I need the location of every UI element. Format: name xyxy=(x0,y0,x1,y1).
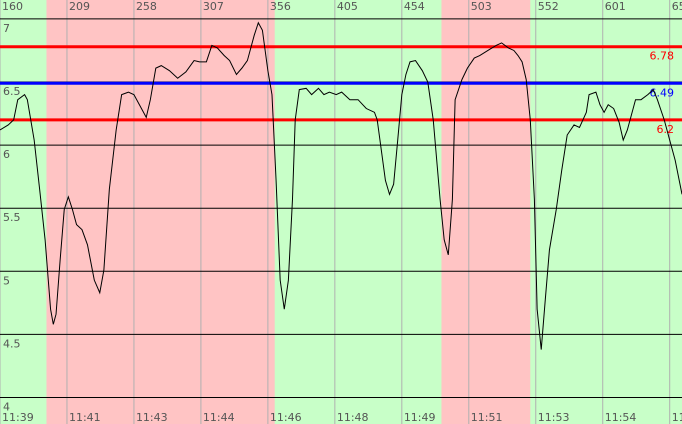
y-tick-label: 5 xyxy=(3,274,10,287)
shaded-region xyxy=(46,0,275,424)
time-label: 11:46 xyxy=(270,411,302,424)
x-tick-label: 209 xyxy=(69,0,90,13)
x-tick-label: 650 xyxy=(672,0,682,13)
y-tick-label: 7 xyxy=(3,22,10,35)
time-label: 11:48 xyxy=(337,411,369,424)
time-label: 11 xyxy=(672,411,682,424)
data-line xyxy=(0,21,682,350)
x-tick-label: 307 xyxy=(203,0,224,13)
time-label: 11:53 xyxy=(538,411,570,424)
x-tick-label: 356 xyxy=(270,0,291,13)
time-label: 11:54 xyxy=(605,411,637,424)
x-tick-label: 160 xyxy=(2,0,23,13)
reference-label: 6.78 xyxy=(650,50,675,63)
y-tick-label: 5.5 xyxy=(3,211,21,224)
x-tick-label: 258 xyxy=(136,0,157,13)
time-label: 11:49 xyxy=(404,411,436,424)
x-tick-label: 503 xyxy=(471,0,492,13)
reference-label: 6.2 xyxy=(657,123,675,136)
x-tick-label: 601 xyxy=(605,0,626,13)
time-label: 11:51 xyxy=(471,411,503,424)
x-tick-label: 454 xyxy=(404,0,425,13)
y-tick-label: 4 xyxy=(3,401,10,414)
shaded-region xyxy=(441,0,531,424)
time-label: 11:44 xyxy=(203,411,235,424)
x-tick-label: 552 xyxy=(538,0,559,13)
reference-label: 6.49 xyxy=(650,86,675,99)
time-label: 11:43 xyxy=(136,411,168,424)
y-tick-label: 6 xyxy=(3,148,10,161)
y-tick-label: 6.5 xyxy=(3,85,21,98)
x-tick-label: 405 xyxy=(337,0,358,13)
time-label: 11:39 xyxy=(2,411,34,424)
time-label: 11:41 xyxy=(69,411,101,424)
y-tick-label: 4.5 xyxy=(3,337,21,350)
